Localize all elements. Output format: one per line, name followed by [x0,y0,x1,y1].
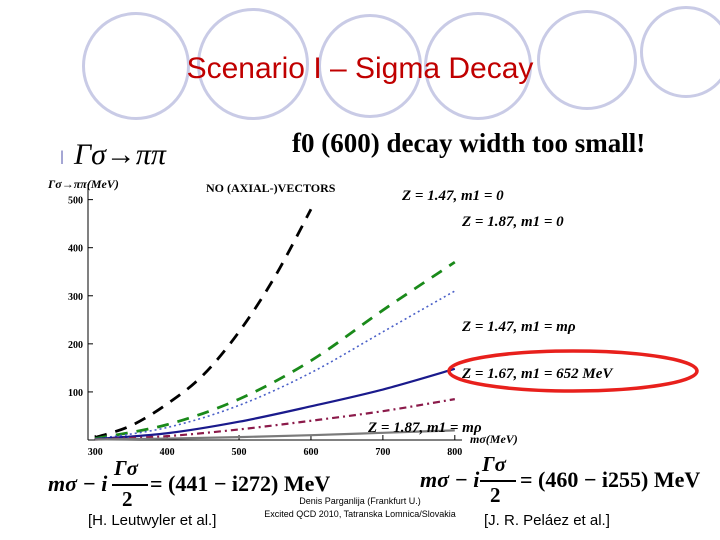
bullet-marker: l [60,148,64,168]
decay-width-chart: 300 400 500 600 700 800 100 200 300 400 500 Γσ→ππ(… [47,177,699,458]
decor-circle-4 [424,12,532,120]
highlight-ellipse [447,349,699,393]
x-tick-label: 300 [88,447,103,458]
slide-title: Scenario I – Sigma Decay [186,52,534,85]
footer-event: Excited QCD 2010, Tatranska Lomnica/Slov… [264,509,456,519]
footer-author: Denis Parganlija (Frankfurt U.) [299,496,421,506]
left-formula-rhs: = (441 − i272) MeV [150,471,331,496]
x-tick-label: 400 [160,447,175,458]
y-tick-label: 500 [68,196,83,207]
decor-circle-5 [537,10,637,110]
x-tick-label: 500 [232,447,247,458]
left-formula-lhs: mσ − i [48,471,108,496]
series-annotation-2: Z = 1.87, m1 = 0 [461,214,564,230]
citation-left: [H. Leutwyler et al.] [88,512,217,529]
x-axis-label: mσ(MeV) [470,432,518,446]
series-line-2 [94,260,456,440]
decor-circle-6 [640,6,720,98]
chart-title: NO (AXIAL-)VECTORS [206,181,336,195]
series-annotation-4: Z = 1.67, m1 = 652 MeV [461,366,614,382]
chart-labels: Γσ→ππ(MeV) mσ(MeV) NO (AXIAL-)VECTORS Z = 1… [47,177,699,446]
chart-axes: 300 400 500 600 700 800 100 200 300 400 500 [68,184,462,458]
right-formula-numerator: Γσ [482,452,507,476]
series-line-3 [95,290,456,440]
chart-lines [94,208,456,441]
left-formula-numerator: Γσ [114,456,139,480]
right-formula: mσ − i Γσ 2 = (460 − i255) MeV [420,452,720,511]
y-tick-label: 400 [68,244,83,255]
right-formula-denominator: 2 [490,483,501,507]
bullet-label: Γσ→ππ [74,138,166,171]
series-line-6 [95,429,455,441]
y-tick-label: 300 [68,292,83,303]
left-formula: mσ − i Γσ 2 = (441 − i272) MeV [48,456,338,512]
series-annotation-1: Z = 1.47, m1 = 0 [401,188,504,204]
decor-circle-2 [197,8,309,120]
left-formula-denominator: 2 [122,487,133,511]
x-tick-label: 600 [303,447,318,458]
y-axis-label: Γσ→ππ(MeV) [47,177,119,191]
series-line-1 [94,208,313,439]
y-tick-label: 200 [68,340,83,351]
series-line-4 [95,367,456,441]
series-annotation-5: Z = 1.87, m1 = mρ [367,420,482,436]
series-annotation-3: Z = 1.47, m1 = mρ [461,319,576,335]
y-tick-label: 100 [68,388,83,399]
x-tick-label: 800 [447,447,462,458]
right-formula-rhs: = (460 − i255) MeV [520,467,701,492]
citation-right: [J. R. Peláez et al.] [484,512,610,529]
right-formula-lhs: mσ − i [420,467,480,492]
right-formula-bar [480,480,516,482]
decor-circle-3 [318,14,422,118]
left-formula-bar [112,484,148,486]
decor-circle-1 [82,12,190,120]
decay-width-banner: f0 (600) decay width too small! [292,128,646,158]
x-tick-label: 700 [375,447,390,458]
